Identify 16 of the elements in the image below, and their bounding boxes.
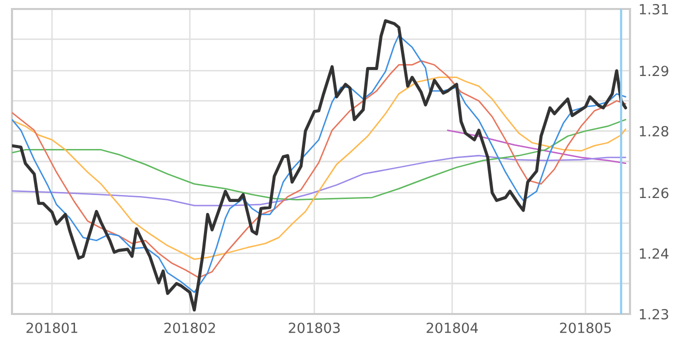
x-tick-label: 201802: [164, 322, 215, 334]
y-tick-label: 1.23: [640, 308, 668, 320]
x-tick-label: 201801: [26, 322, 78, 334]
y-tick-label: 1.26: [640, 188, 668, 198]
y-tick-label: 1.31: [640, 4, 668, 14]
line-series: [12, 60, 626, 278]
x-tick-label: 201804: [426, 322, 478, 334]
line-series: [12, 76, 626, 260]
y-tick-label: 1.24: [640, 248, 668, 259]
x-tick-label: 201803: [288, 322, 340, 334]
line-series: [12, 118, 626, 200]
line-series: [447, 130, 626, 164]
x-tick-label: 201805: [560, 322, 611, 334]
y-tick-label: 1.28: [640, 126, 668, 136]
line-series: [12, 154, 626, 206]
y-tick-label: 1.29: [640, 66, 668, 76]
